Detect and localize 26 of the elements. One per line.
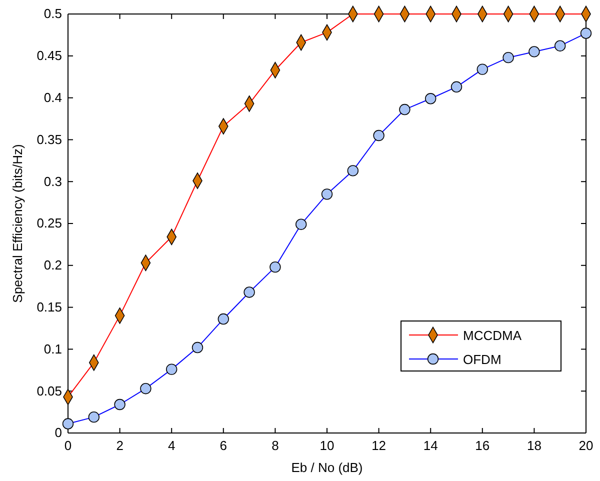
y-tick-label: 0.35 [36,132,62,147]
y-tick-label: 0.4 [44,90,62,105]
x-tick-label: 18 [526,438,542,454]
x-tick-label: 14 [423,438,438,454]
x-tick-label: 20 [578,438,594,454]
x-tick-label: 8 [272,438,279,454]
x-tick-label: 10 [320,438,334,454]
y-axis-title: Spectral Efficiency (bits/Hz) [10,144,25,303]
y-tick-label: 0.1 [44,341,62,356]
y-tick-label: 0.3 [44,174,62,189]
y-tick-label: 0.2 [44,258,62,273]
legend-label: MCCDMA [463,328,522,343]
x-axis-title: Eb / No (dB) [291,460,363,475]
y-tick-label: 0.05 [36,383,62,398]
legend-label: OFDM [463,352,502,367]
y-tick-label: 0.15 [36,299,62,314]
y-tick-label: 0.5 [44,6,62,22]
x-tick-label: 16 [475,438,490,454]
y-tick-label: 0.25 [36,216,62,231]
x-tick-label: 2 [116,438,124,454]
x-tick-label: 6 [220,438,228,454]
y-tick-label: 0.45 [36,48,62,64]
x-tick-label: 4 [168,438,176,454]
y-tick-label: 0 [54,425,62,440]
x-tick-label: 12 [372,438,386,454]
x-tick-label: 0 [64,438,72,454]
